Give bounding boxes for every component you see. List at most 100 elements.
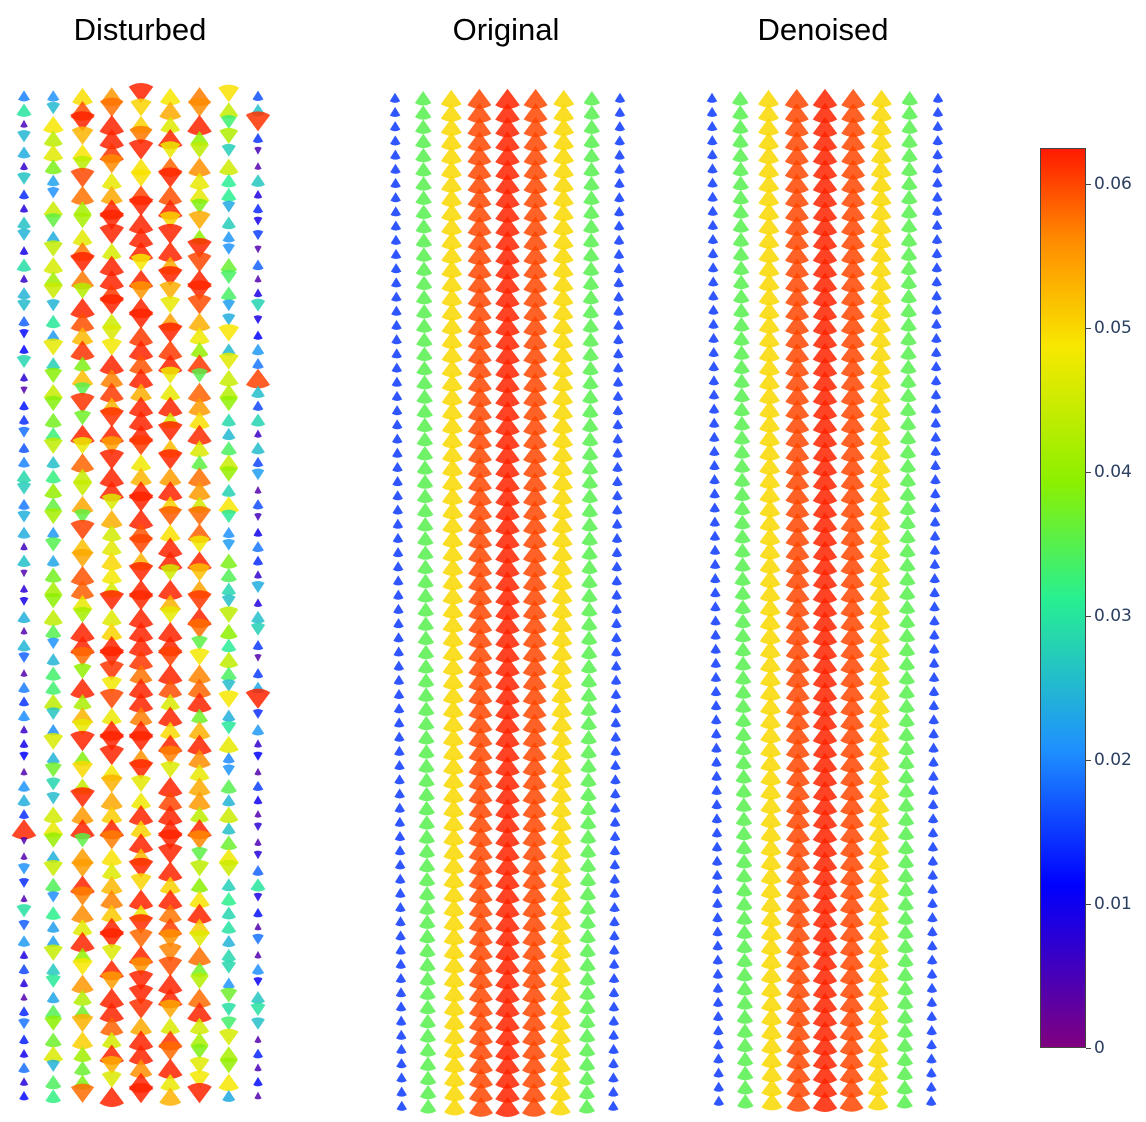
vector-cone [707, 248, 719, 259]
vector-cone [128, 533, 154, 554]
vector-cone [812, 314, 838, 335]
vector-cone [191, 635, 208, 651]
vector-cone [419, 971, 436, 986]
vector-cone [159, 281, 182, 300]
vector-cone [521, 1096, 546, 1117]
vector-cone [900, 246, 918, 261]
vector-cone [157, 579, 183, 600]
vector-cone [710, 587, 721, 598]
vector-cone [468, 713, 493, 734]
vector-cone [442, 643, 464, 662]
vector-cone [495, 344, 520, 365]
vector-cone [20, 569, 28, 578]
vector-cone [840, 724, 865, 745]
vector-cone [100, 436, 123, 455]
vector-cone [708, 417, 720, 428]
vector-cone [416, 318, 433, 333]
vector-cone [220, 835, 238, 851]
vector-cone [252, 933, 264, 945]
vector-cone [128, 83, 154, 104]
vector-cone [870, 372, 892, 390]
vector-cone [157, 1058, 183, 1079]
vector-cone [390, 277, 402, 288]
vector-cone [157, 843, 183, 864]
vector-cone [101, 707, 122, 725]
vector-cone [416, 445, 434, 461]
vector-cone [579, 886, 597, 901]
vector-cone [868, 894, 890, 913]
vector-cone [418, 829, 436, 844]
vector-cone [552, 359, 574, 378]
vector-cone [812, 667, 838, 689]
vector-cone [580, 800, 597, 816]
vector-cone [415, 176, 432, 191]
vector-cone [899, 500, 916, 516]
vector-cone [580, 744, 597, 759]
vector-cone [128, 308, 154, 329]
vector-cone [900, 288, 917, 304]
vector-cone [931, 233, 943, 245]
vector-cone [580, 715, 597, 731]
vector-cone [159, 876, 181, 895]
vector-cone [495, 202, 520, 223]
vector-cone [70, 297, 95, 319]
vector-cone [468, 1040, 493, 1060]
vector-cone [467, 415, 492, 436]
vector-cone [74, 508, 91, 524]
vector-cone [468, 1054, 493, 1075]
vector-cone [441, 359, 463, 378]
vector-cone [468, 756, 493, 776]
vector-cone [46, 921, 60, 933]
vector-cone [578, 1028, 596, 1043]
vector-cone [19, 373, 29, 382]
vector-cone [708, 389, 720, 400]
vector-cone [128, 491, 154, 512]
vector-cone [551, 586, 573, 605]
vector-cone [841, 159, 866, 180]
vector-cone [552, 331, 574, 349]
vector-cone [608, 1043, 619, 1055]
vector-cone [495, 571, 520, 592]
vector-cone [495, 443, 520, 464]
vector-cone [419, 928, 436, 944]
vector-cone [869, 570, 891, 588]
colorbar-tick-label: 0 [1094, 1038, 1105, 1058]
vector-cone [549, 1097, 571, 1116]
vector-cone [253, 527, 263, 537]
vector-cone [188, 481, 211, 501]
vector-cone [220, 257, 238, 273]
vector-cone [158, 745, 182, 765]
vector-cone [785, 329, 810, 349]
vector-cone [785, 526, 810, 547]
vector-cone [20, 852, 28, 860]
vector-cone [467, 230, 492, 251]
vector-cone [812, 724, 838, 745]
vector-cone [552, 217, 574, 236]
vector-cone [898, 740, 915, 756]
colorbar-tick-label: 0.05 [1094, 318, 1132, 338]
vector-cone [128, 889, 154, 910]
vector-cone [188, 777, 211, 797]
vector-cone [495, 940, 520, 961]
vector-cone [417, 701, 435, 716]
vector-cone [129, 664, 153, 684]
vector-cone [415, 247, 433, 262]
vector-cone [733, 430, 751, 445]
vector-cone [220, 114, 237, 129]
vector-cone [840, 668, 865, 688]
vector-cone [394, 830, 406, 842]
vector-cone [468, 898, 493, 918]
vector-cone [761, 1036, 783, 1054]
vector-cone [709, 544, 721, 555]
vector-cone [19, 584, 29, 593]
vector-cone [495, 500, 520, 521]
vector-cone [187, 294, 212, 315]
vector-cone [392, 504, 404, 515]
vector-cone [736, 1009, 754, 1024]
vector-cone [45, 1004, 62, 1019]
vector-cone [612, 376, 624, 387]
vector-cone [101, 324, 122, 342]
vector-cone [100, 791, 123, 811]
vector-cone [391, 334, 402, 345]
vector-cone [899, 472, 917, 487]
